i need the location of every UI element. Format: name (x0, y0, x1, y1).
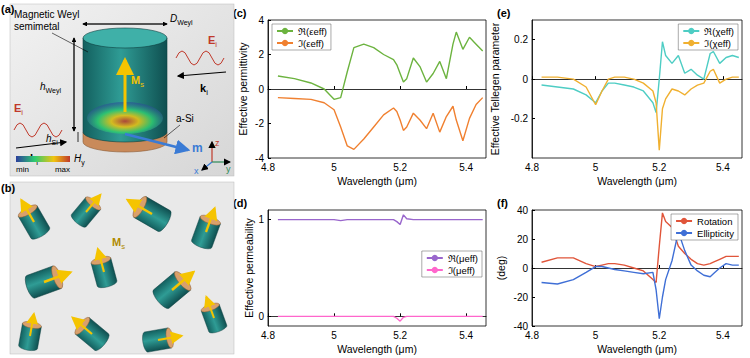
svg-text:min: min (16, 165, 29, 174)
svg-text:semimetal: semimetal (14, 21, 60, 32)
svg-text:1: 1 (258, 214, 264, 225)
svg-text:ℑ(χeff): ℑ(χeff) (704, 38, 731, 49)
svg-text:5.2: 5.2 (652, 330, 666, 341)
svg-text:ki: ki (200, 82, 208, 97)
svg-text:(a): (a) (1, 3, 15, 15)
svg-text:Hy: Hy (74, 153, 85, 167)
svg-text:4.8: 4.8 (525, 330, 539, 341)
svg-text:ℑ(εeff): ℑ(εeff) (298, 38, 324, 49)
svg-text:0: 0 (522, 263, 528, 274)
svg-text:Ms: Ms (131, 74, 144, 89)
svg-text:Rotation: Rotation (697, 216, 732, 227)
svg-text:-4: -4 (255, 152, 264, 164)
svg-text:z: z (215, 138, 220, 148)
svg-text:5.4: 5.4 (716, 162, 730, 173)
svg-text:4.8: 4.8 (261, 330, 275, 341)
svg-text:5: 5 (593, 162, 599, 173)
svg-text:Wavelength (μm): Wavelength (μm) (597, 343, 677, 355)
svg-text:-0.2: -0.2 (511, 113, 529, 124)
svg-text:(c): (c) (233, 7, 247, 19)
svg-text:2: 2 (258, 49, 264, 60)
svg-text:4: 4 (258, 15, 264, 26)
svg-text:Effective permeability: Effective permeability (243, 217, 255, 317)
svg-text:Ei: Ei (208, 34, 217, 49)
svg-text:5.4: 5.4 (716, 330, 730, 341)
svg-text:5.2: 5.2 (652, 162, 666, 173)
svg-text:5: 5 (331, 330, 337, 341)
svg-text:5.2: 5.2 (393, 330, 407, 341)
svg-text:0.2: 0.2 (514, 34, 528, 45)
svg-text:ℜ(χeff): ℜ(χeff) (704, 26, 734, 37)
svg-text:5.2: 5.2 (393, 162, 407, 173)
svg-text:Ms: Ms (112, 236, 125, 251)
svg-text:y: y (226, 164, 231, 174)
svg-text:40: 40 (517, 205, 529, 216)
svg-text:5.4: 5.4 (459, 162, 473, 173)
svg-text:-20: -20 (514, 292, 529, 303)
svg-text:5: 5 (331, 162, 337, 173)
svg-text:x: x (194, 166, 199, 176)
svg-text:(deg): (deg) (495, 256, 507, 281)
svg-text:20: 20 (517, 234, 529, 245)
svg-text:Wavelength (μm): Wavelength (μm) (597, 175, 677, 187)
svg-text:ℜ(εeff): ℜ(εeff) (298, 26, 327, 37)
svg-text:ℜ(μeff): ℜ(μeff) (448, 253, 478, 264)
svg-text:-40: -40 (513, 320, 528, 332)
svg-text:Magnetic Weyl: Magnetic Weyl (14, 9, 79, 20)
svg-text:Ellipticity: Ellipticity (697, 228, 734, 239)
svg-text:4.8: 4.8 (525, 162, 539, 173)
svg-text:0: 0 (258, 84, 264, 95)
svg-text:m: m (192, 141, 203, 155)
svg-text:Effective permittivity: Effective permittivity (237, 42, 249, 136)
svg-text:(f): (f) (497, 197, 508, 209)
svg-text:0: 0 (258, 311, 264, 322)
svg-text:(d): (d) (233, 197, 247, 209)
svg-text:ki: ki (30, 152, 38, 167)
svg-text:ℑ(μeff): ℑ(μeff) (448, 265, 475, 276)
svg-text:hWeyl: hWeyl (40, 81, 61, 95)
svg-text:-2: -2 (255, 118, 264, 129)
svg-text:5.4: 5.4 (459, 330, 473, 341)
svg-text:DWeyl: DWeyl (170, 13, 193, 27)
svg-text:Effective Tellegen parameter: Effective Tellegen parameter (489, 22, 501, 155)
svg-text:Wavelength (μm): Wavelength (μm) (337, 175, 417, 187)
svg-text:hSi: hSi (46, 133, 58, 146)
svg-text:a-Si: a-Si (176, 113, 194, 124)
svg-text:0: 0 (522, 74, 528, 85)
svg-text:4.8: 4.8 (261, 162, 275, 173)
svg-text:Wavelength (μm): Wavelength (μm) (337, 343, 417, 355)
svg-text:max: max (55, 165, 70, 174)
svg-text:Ei: Ei (14, 102, 23, 117)
svg-text:(b): (b) (1, 182, 15, 194)
svg-text:5: 5 (593, 330, 599, 341)
svg-text:(e): (e) (497, 7, 511, 19)
